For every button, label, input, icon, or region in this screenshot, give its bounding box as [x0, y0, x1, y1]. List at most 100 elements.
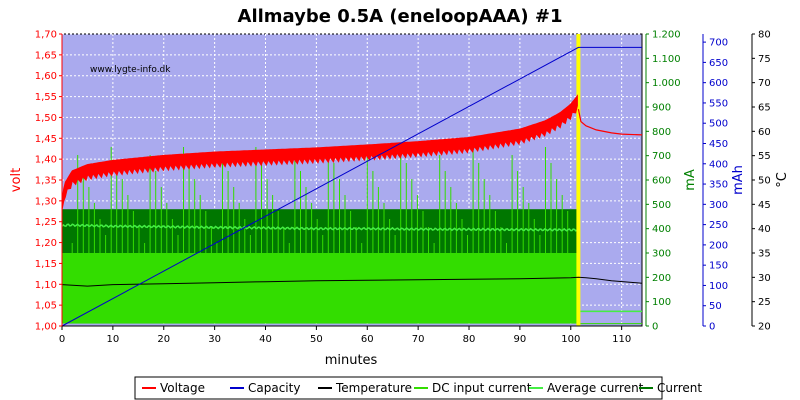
mA-tick-label: 300	[652, 249, 671, 260]
temp-tick-label: 65	[758, 103, 771, 114]
legend-item: Temperature	[318, 381, 412, 395]
volt-tick-label: 1,50	[35, 113, 57, 124]
temp-tick-label: 50	[758, 176, 771, 187]
mA-tick-label: 100	[652, 297, 671, 308]
mAh-tick-label: 600	[709, 78, 728, 89]
series-dc-input-current	[62, 147, 642, 325]
mAh-tick-label: 400	[709, 159, 728, 170]
mAh-tick-label: 100	[709, 281, 728, 292]
mA-tick-label: 0	[652, 322, 658, 333]
chart-title: Allmaybe 0.5A (eneloopAAA) #1	[238, 6, 563, 27]
mA-tick-label: 1.200	[652, 30, 681, 41]
volt-axis: 1,00 1,05 1,10 1,15 1,20 1,25 1,30 1,35 1,40 1,45…	[9, 30, 63, 333]
volt-tick-label: 1,55	[35, 92, 57, 103]
legend-label: Temperature	[335, 381, 412, 395]
temp-tick-label: 70	[758, 78, 771, 89]
legend-item: DC input current	[414, 381, 532, 395]
legend-item: Current	[639, 381, 702, 395]
x-tick-label: 60	[361, 334, 374, 345]
mAh-tick-label: 50	[709, 301, 722, 312]
series-voltage	[577, 108, 643, 136]
legend-item: Voltage	[142, 381, 205, 395]
mAh-axis-label: mAh	[731, 165, 746, 195]
legend-box	[134, 376, 663, 400]
mA-tick-label: 500	[652, 200, 671, 211]
mA-axis-label: mA	[683, 169, 698, 191]
mAh-tick-label: 0	[709, 322, 715, 333]
series-voltage-band	[61, 94, 578, 211]
mAh-tick-label: 350	[709, 180, 728, 191]
volt-tick-label: 1,45	[35, 134, 57, 145]
x-tick-label: 20	[157, 334, 170, 345]
mAh-tick-label: 150	[709, 261, 728, 272]
series-capacity	[61, 46, 642, 327]
legend-label: Current	[657, 381, 702, 395]
mA-tick-label: 1.000	[652, 78, 681, 89]
x-tick-label: 10	[107, 334, 120, 345]
mA-tick-label: 1.100	[652, 54, 681, 65]
volt-tick-label: 1,35	[35, 176, 57, 187]
volt-tick-label: 1,30	[35, 196, 57, 207]
mAh-tick-label: 450	[709, 139, 728, 150]
mAh-axis: 0 50 100 150 200 250 300 350 400 450 500 550 600 650 7…	[702, 34, 746, 333]
volt-tick-label: 1,05	[35, 301, 57, 312]
series-current	[62, 209, 642, 312]
temp-tick-label: 25	[758, 297, 771, 308]
mA-tick-label: 800	[652, 127, 671, 138]
temp-tick-label: 30	[758, 273, 771, 284]
temp-axis-label: °C	[775, 172, 790, 188]
volt-tick-label: 1,25	[35, 217, 57, 228]
mAh-tick-label: 300	[709, 200, 728, 211]
mA-tick-label: 400	[652, 224, 671, 235]
temp-tick-label: 75	[758, 54, 771, 65]
series-average-current	[61, 223, 642, 313]
legend-item: Capacity	[230, 381, 300, 395]
x-tick-label: 70	[412, 334, 425, 345]
x-tick-label: 80	[463, 334, 476, 345]
x-tick-label: 30	[208, 334, 221, 345]
mA-axis: 0 100 200 300 400 500 600 700 800 900 1.000 1.100 1.…	[645, 30, 698, 333]
volt-tick-label: 1,40	[35, 155, 57, 166]
mAh-tick-label: 550	[709, 98, 728, 109]
temp-tick-label: 55	[758, 151, 771, 162]
volt-tick-label: 1,70	[35, 30, 57, 41]
temp-tick-label: 20	[758, 322, 771, 333]
dc-input-current-band	[62, 253, 579, 324]
x-tick-label: 90	[514, 334, 527, 345]
volt-tick-label: 1,10	[35, 280, 57, 291]
temp-axis: 20 25 30 35 40 45 50 55 60 65 70 75 80 °C	[751, 30, 790, 333]
mAh-tick-label: 200	[709, 240, 728, 251]
temp-tick-label: 45	[758, 200, 771, 211]
series-temperature	[61, 276, 643, 287]
watermark: www.lygte-info.dk	[90, 65, 171, 75]
mAh-tick-label: 700	[709, 38, 728, 49]
mAh-tick-label: 250	[709, 220, 728, 231]
x-axis-label: minutes	[325, 353, 378, 368]
volt-axis-label: volt	[9, 168, 24, 192]
legend-item: Average current	[529, 381, 644, 395]
legend-label: DC input current	[432, 381, 532, 395]
mA-tick-label: 600	[652, 176, 671, 187]
series-layer	[61, 34, 643, 327]
mAh-tick-label: 500	[709, 119, 728, 130]
volt-tick-label: 1,15	[35, 259, 57, 270]
volt-tick-label: 1,20	[35, 238, 57, 249]
x-tick-label: 110	[612, 334, 631, 345]
volt-tick-label: 1,00	[35, 322, 57, 333]
temp-tick-label: 35	[758, 249, 771, 260]
axes: 0 10 20 30 40 50 60 70 80 90 100 110 1,00 1,05 1,10 1,1…	[9, 30, 790, 346]
mA-tick-label: 900	[652, 103, 671, 114]
legend-label: Average current	[547, 381, 644, 395]
volt-tick-label: 1,60	[35, 71, 57, 82]
legend-label: Voltage	[160, 381, 205, 395]
x-tick-label: 40	[259, 334, 272, 345]
x-tick-label: 50	[310, 334, 323, 345]
temp-tick-label: 60	[758, 127, 771, 138]
temp-tick-label: 80	[758, 30, 771, 41]
x-tick-label: 0	[59, 334, 65, 345]
mAh-tick-label: 650	[709, 58, 728, 69]
x-tick-label: 100	[561, 334, 580, 345]
mA-tick-label: 200	[652, 273, 671, 284]
volt-tick-label: 1,65	[35, 50, 57, 61]
